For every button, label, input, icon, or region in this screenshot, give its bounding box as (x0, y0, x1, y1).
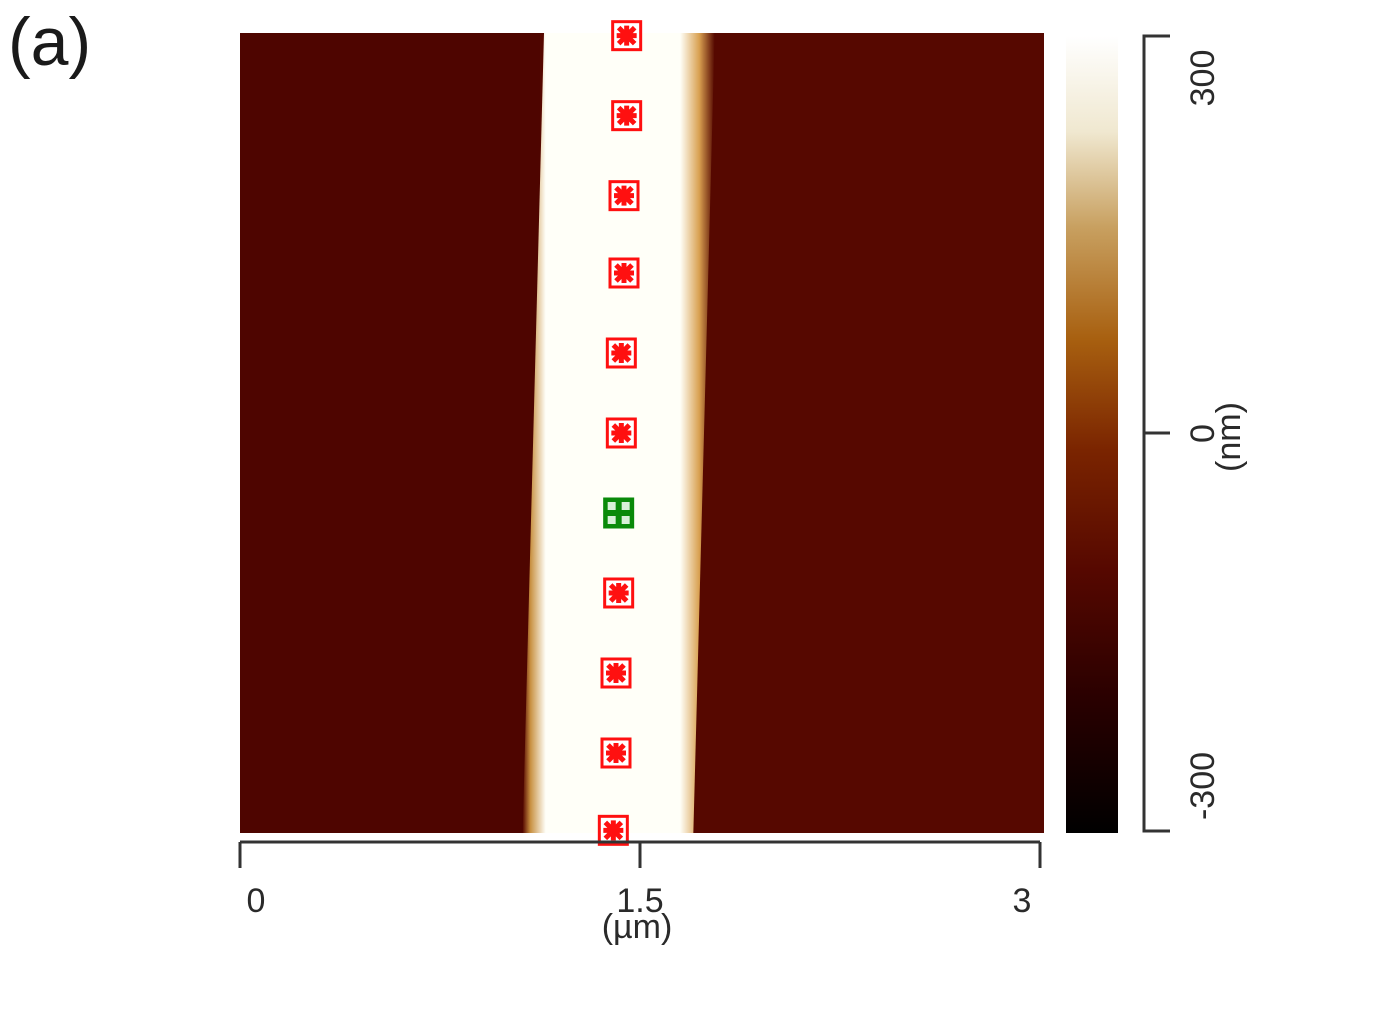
colorbar-label: (nm) (1210, 402, 1248, 472)
height-map-left-shade (240, 33, 540, 833)
x-tick-label-3: 3 (1013, 882, 1032, 920)
colorbar-tick-label-1: 300 (1184, 50, 1222, 107)
colorbar-ticks: 300 0 -300 (1184, 50, 1222, 820)
marker-11 (597, 814, 629, 846)
x-axis-ticks: 0 1.5 3 (238, 842, 1042, 920)
marker-5 (605, 337, 637, 369)
marker-6 (605, 417, 637, 449)
marker-10 (600, 737, 632, 769)
marker-4 (608, 257, 640, 289)
x-tick-label-2: 1.5 (616, 882, 663, 920)
marker-1 (611, 20, 643, 52)
panel-label: (a) (8, 4, 92, 80)
marker-2 (611, 100, 643, 132)
colorbar-tick-label-2: 0 (1184, 424, 1222, 443)
marker-layer (597, 20, 643, 846)
marker-3 (608, 180, 640, 212)
x-tick-label-1: 0 (247, 882, 266, 920)
marker-8 (603, 577, 635, 609)
x-axis-label: (µm) (602, 908, 673, 946)
marker-9 (600, 657, 632, 689)
colorbar (1066, 36, 1118, 833)
marker-7 (603, 497, 635, 529)
colorbar-tick-label-3: -300 (1184, 752, 1222, 820)
